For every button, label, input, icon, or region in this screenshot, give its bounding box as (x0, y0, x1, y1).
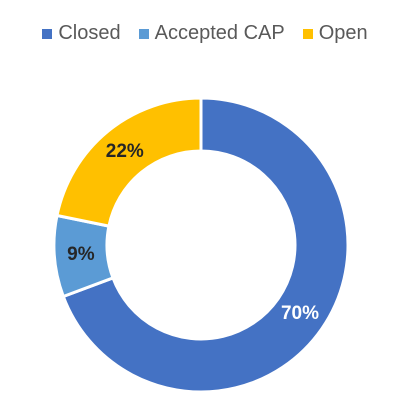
legend-label-accepted-cap: Accepted CAP (154, 22, 285, 44)
data-label-closed: 70% (281, 303, 319, 324)
legend-item-open: Open (302, 22, 368, 45)
legend-label-closed: Closed (58, 22, 121, 44)
legend-item-accepted-cap: Accepted CAP (138, 22, 285, 45)
data-label-accepted-cap: 9% (67, 244, 95, 265)
slice-open (55, 96, 203, 228)
slice-closed (61, 96, 350, 394)
legend-swatch-closed (42, 28, 53, 39)
data-label-open: 22% (106, 141, 144, 162)
chart-legend: Closed Accepted CAP Open (0, 22, 410, 45)
legend-label-open: Open (318, 22, 368, 44)
legend-swatch-open (302, 28, 313, 39)
legend-swatch-accepted-cap (138, 28, 149, 39)
legend-item-closed: Closed (42, 22, 121, 45)
